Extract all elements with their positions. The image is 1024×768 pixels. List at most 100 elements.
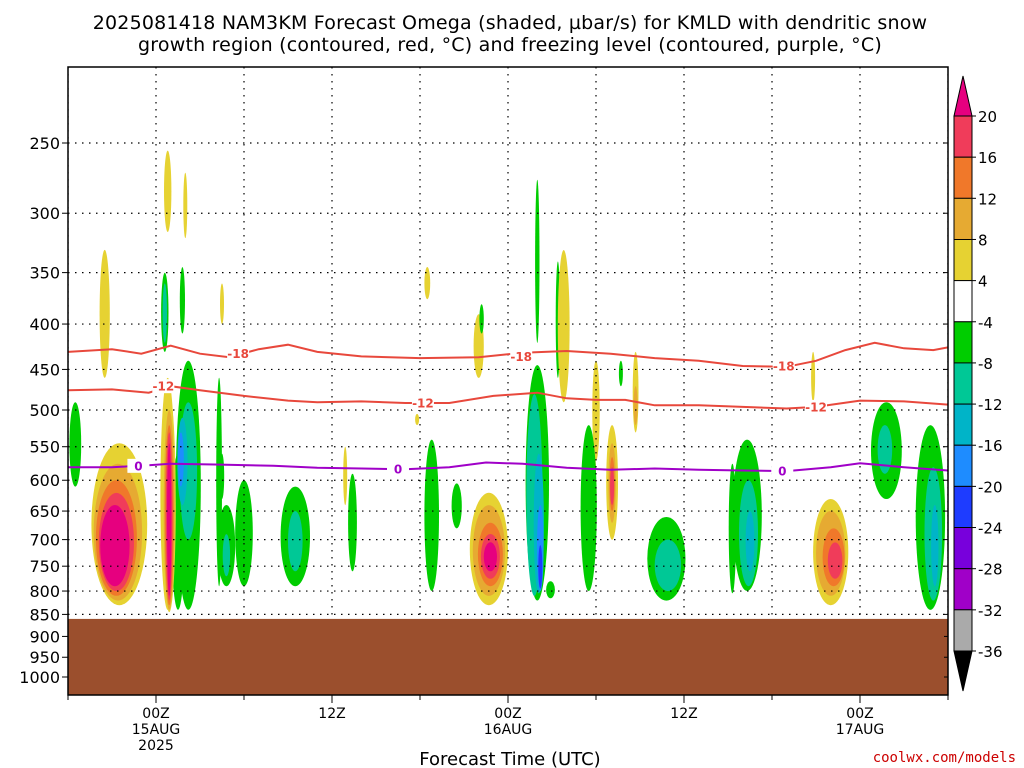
- y-tick-label-550: 550: [29, 438, 60, 457]
- colorbar-swatch-0: [953, 115, 973, 158]
- colorbar-label-1: 16: [978, 149, 997, 167]
- x-tick-label: 16AUG: [484, 722, 533, 738]
- x-tick-label: 17AUG: [836, 722, 885, 738]
- omega-blob-34: [415, 413, 420, 426]
- colorbar-label-13: -36: [978, 643, 1003, 661]
- y-tick-label-750: 750: [29, 557, 60, 576]
- omega-blob-61: [633, 386, 638, 426]
- isotherm-label-bg: [805, 399, 827, 414]
- y-tick-label-850: 850: [29, 605, 60, 624]
- plot-area: -18 -18 -18 -12 -12 -12 0 0 0: [68, 67, 948, 695]
- colorbar-swatch-9: [953, 485, 973, 529]
- colorbar-swatch-4: [953, 280, 973, 323]
- omega-blob-41: [483, 542, 497, 572]
- isotherm-label-bg: [771, 464, 794, 479]
- colorbar-label-9: -20: [978, 478, 1003, 496]
- isotherm-line-1: [68, 385, 948, 410]
- x-tick-label: 2025: [138, 738, 174, 754]
- colorbar-label-6: -8: [978, 355, 993, 373]
- x-tick-label: 00Z: [142, 706, 169, 722]
- omega-blob-33: [424, 267, 431, 300]
- colorbar-label-7: -12: [978, 396, 1003, 414]
- omega-blob-75: [877, 425, 893, 474]
- colorbar-swatch-7: [953, 403, 973, 446]
- chart-title-line-1: 2025081418 NAM3KM Forecast Omega (shaded…: [93, 12, 928, 34]
- colorbar-swatch-10: [953, 527, 973, 570]
- isotherm-label-1-1: -12: [412, 397, 434, 411]
- omega-blob-11: [183, 172, 188, 239]
- colorbar-swatch-5: [953, 321, 973, 364]
- plot-frame: [67, 66, 949, 696]
- omega-blob-17: [167, 443, 172, 596]
- colorbar-swatch-3: [953, 239, 973, 282]
- isotherm-label-bg: [152, 379, 175, 394]
- y-tick-label-250: 250: [29, 134, 60, 153]
- isotherm-label-2-0: 0: [134, 459, 142, 473]
- omega-blob-26: [216, 377, 223, 587]
- omega-blob-32: [343, 446, 348, 506]
- y-tick-label-500: 500: [29, 401, 60, 420]
- colorbar-top-arrow: [953, 75, 973, 117]
- y-tick-label-700: 700: [29, 531, 60, 550]
- y-tick-label-1000: 1000: [19, 668, 60, 687]
- omega-blob-35: [424, 439, 440, 591]
- omega-blob-69: [811, 351, 816, 403]
- isotherm-label-1-2: -12: [805, 400, 827, 414]
- colorbar-swatch-2: [953, 197, 973, 241]
- omega-blob-28: [220, 283, 224, 325]
- isotherm-label-bg: [227, 346, 250, 361]
- colorbar: 20 16 12 8 4 -4 -8 -12 -16 -20 -24 -28 -32 -36: [953, 75, 1003, 692]
- x-tick-label: 15AUG: [132, 722, 181, 738]
- credit-text: coolwx.com/models: [873, 750, 1016, 766]
- omega-blob-78: [931, 504, 939, 587]
- colorbar-swatch-6: [953, 362, 973, 405]
- isotherm-label-bg: [772, 358, 795, 373]
- omega-blob-54: [580, 425, 597, 592]
- omega-blob-44: [535, 179, 540, 343]
- omega-blob-31: [348, 473, 357, 572]
- isotherm-label-bg: [387, 462, 409, 477]
- y-tick-label-300: 300: [29, 204, 60, 223]
- y-tick-label-400: 400: [29, 315, 60, 334]
- omega-shading: [69, 150, 946, 613]
- omega-blob-36: [451, 483, 462, 529]
- omega-blob-64: [654, 539, 682, 591]
- omega-blob-6: [100, 504, 130, 587]
- isotherm-label-0-0: -18: [227, 347, 249, 361]
- y-axis: 250 300 350 400 450 500 550 600 650 700 750 800 850 9…: [19, 134, 948, 687]
- x-tick-label: 12Z: [318, 706, 345, 722]
- colorbar-swatch-8: [953, 444, 973, 487]
- y-tick-label-450: 450: [29, 360, 60, 379]
- colorbar-label-0: 20: [978, 108, 997, 126]
- isotherm-label-0-1: -18: [510, 350, 532, 364]
- x-tick-label: 12Z: [670, 706, 697, 722]
- omega-blob-55: [546, 581, 555, 599]
- colorbar-label-8: -16: [978, 437, 1003, 455]
- isotherm-label-bg: [127, 458, 150, 473]
- omega-blob-10: [164, 150, 172, 232]
- grid-lines: [68, 67, 948, 695]
- omega-blob-22: [179, 267, 185, 334]
- omega-blob-9: [162, 283, 167, 343]
- omega-blob-62: [618, 360, 623, 387]
- isotherm-contours: -18 -18 -18 -12 -12 -12 0 0 0: [68, 341, 948, 479]
- omega-blob-43: [479, 304, 484, 334]
- colorbar-bottom-arrow: [953, 650, 973, 692]
- x-axis-label: Forecast Time (UTC): [419, 749, 600, 768]
- x-tick-label: 00Z: [494, 706, 521, 722]
- omega-blob-49: [538, 545, 543, 589]
- colorbar-swatch-1: [953, 156, 973, 199]
- colorbar-label-12: -32: [978, 602, 1003, 620]
- ground-fill: [68, 618, 948, 695]
- omega-blob-25: [222, 534, 231, 577]
- x-tick-label: 00Z: [846, 706, 873, 722]
- omega-blob-1: [99, 249, 110, 378]
- omega-blob-0: [69, 402, 82, 487]
- colorbar-label-5: -4: [978, 314, 993, 332]
- omega-blob-51: [557, 250, 570, 403]
- y-tick-label-600: 600: [29, 471, 60, 490]
- isotherm-label-0-2: -18: [773, 359, 795, 373]
- colorbar-label-11: -28: [978, 561, 1003, 579]
- y-tick-label-950: 950: [29, 648, 60, 667]
